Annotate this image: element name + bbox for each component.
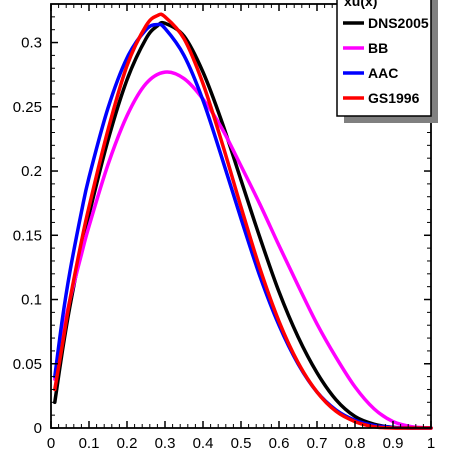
legend-label-dns2005: DNS2005 <box>368 15 429 31</box>
y-tick-label: 0 <box>34 420 42 437</box>
legend-label-bb: BB <box>368 40 388 56</box>
x-tick-label: 0.8 <box>345 435 366 452</box>
y-tick-label: 0.05 <box>13 356 42 373</box>
x-tick-label: 1 <box>427 435 435 452</box>
x-tick-label: 0.7 <box>307 435 328 452</box>
x-axis: 0 0.1 0.2 0.3 0.4 0.5 0.6 0.7 0.8 0.9 1 <box>47 4 435 452</box>
series-line-bb <box>53 70 433 430</box>
x-tick-label: 0.3 <box>155 435 176 452</box>
x-tick-label: 0 <box>47 435 55 452</box>
y-tick-label: 0.15 <box>13 227 42 244</box>
x-tick-label: 0.5 <box>231 435 252 452</box>
x-tick-label: 0.1 <box>79 435 100 452</box>
legend-label-gs1996: GS1996 <box>368 90 420 106</box>
x-tick-label: 0.2 <box>117 435 138 452</box>
x-tick-label: 0.9 <box>383 435 404 452</box>
x-tick-label: 0.4 <box>193 435 214 452</box>
y-tick-label: 0.2 <box>21 163 42 180</box>
legend-label-aac: AAC <box>368 65 398 81</box>
legend: xu(x) DNS2005 BB AAC GS1996 <box>336 0 438 123</box>
y-tick-label: 0.3 <box>21 35 42 52</box>
x-tick-label: 0.6 <box>269 435 290 452</box>
y-tick-label: 0.25 <box>13 99 42 116</box>
legend-title: xu(x) <box>344 0 377 9</box>
y-tick-label: 0.1 <box>21 292 42 309</box>
